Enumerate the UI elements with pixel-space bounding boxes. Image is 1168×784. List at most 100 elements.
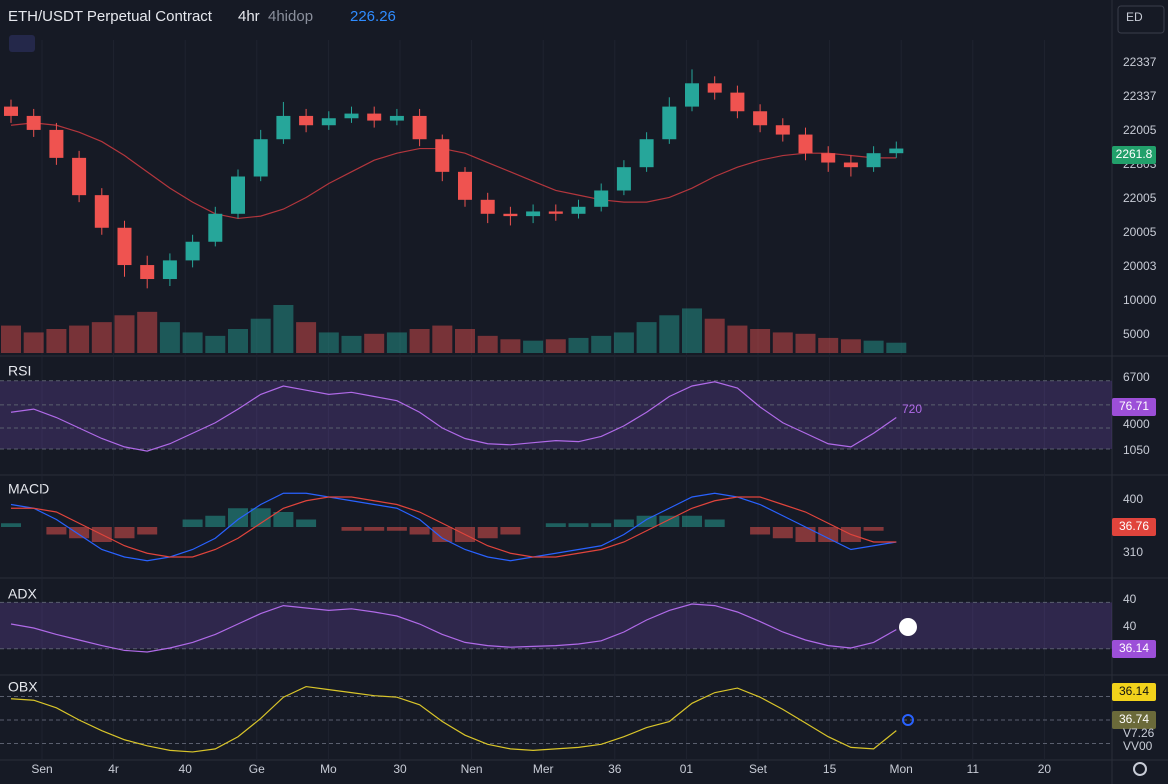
volume-bar bbox=[659, 315, 680, 353]
candle-body bbox=[389, 115, 404, 121]
date-label: Set bbox=[749, 762, 768, 776]
candle-body bbox=[662, 106, 677, 140]
interval[interactable]: 4hr bbox=[238, 8, 260, 25]
candle-body bbox=[707, 83, 722, 93]
level-band bbox=[0, 380, 1112, 449]
volume-bar bbox=[818, 337, 839, 353]
candle-body bbox=[344, 113, 359, 119]
volume-bar bbox=[205, 335, 226, 353]
macd-histogram bbox=[46, 527, 67, 535]
date-label: 15 bbox=[823, 762, 837, 776]
macd-histogram bbox=[818, 527, 839, 542]
volume-bar bbox=[273, 305, 294, 353]
volume-bar bbox=[250, 318, 271, 353]
macd-histogram bbox=[545, 523, 566, 527]
obx-line bbox=[10, 685, 897, 753]
volume-bar bbox=[613, 332, 634, 353]
volume-bar bbox=[114, 315, 135, 353]
date-label: 11 bbox=[967, 762, 980, 776]
macd-histogram bbox=[114, 527, 135, 539]
macd-histogram bbox=[568, 523, 589, 527]
panel-label: OBX bbox=[8, 679, 38, 695]
level-band bbox=[0, 602, 1112, 649]
volume-bar bbox=[545, 339, 566, 353]
moving-average bbox=[10, 122, 897, 220]
axis-label: 310 bbox=[1123, 545, 1143, 559]
adx-line bbox=[10, 603, 897, 653]
candle-body bbox=[140, 265, 155, 280]
macd-histogram bbox=[341, 527, 362, 531]
volume-bar bbox=[886, 342, 907, 353]
price-axis-label: 22337 bbox=[1123, 55, 1157, 69]
candle-body bbox=[231, 176, 245, 214]
panel-label: MACD bbox=[8, 481, 49, 497]
date-label: 01 bbox=[680, 762, 694, 776]
mode: 4hidop bbox=[268, 8, 313, 25]
macd-histogram bbox=[682, 515, 702, 527]
volume-bar bbox=[46, 329, 67, 353]
axis-label: 6700 bbox=[1123, 370, 1150, 384]
price-axis-label: 10000 bbox=[1123, 293, 1157, 307]
macd-histogram bbox=[636, 515, 657, 527]
candle-body bbox=[458, 171, 472, 200]
candle-body bbox=[299, 115, 314, 126]
date-label: 36 bbox=[608, 762, 622, 776]
rsi-end-label: 720 bbox=[902, 402, 922, 416]
axis-label: V7.26 bbox=[1123, 726, 1155, 740]
menu-button[interactable] bbox=[1117, 5, 1165, 34]
macd-histogram bbox=[69, 527, 90, 539]
price-axis-label: 20003 bbox=[1123, 259, 1157, 273]
macd-histogram bbox=[613, 519, 634, 527]
macd-histogram bbox=[364, 527, 385, 531]
volume-bar bbox=[386, 332, 407, 353]
volume-bar bbox=[795, 333, 816, 353]
signal-line bbox=[11, 496, 897, 558]
axis-label: 40 bbox=[1123, 592, 1137, 606]
price-axis-label: 22005 bbox=[1123, 191, 1157, 205]
macd-histogram bbox=[386, 527, 407, 531]
date-label: Mon bbox=[890, 762, 913, 776]
volume-bar bbox=[137, 311, 158, 353]
macd-histogram bbox=[432, 527, 453, 542]
candle-body bbox=[526, 211, 541, 217]
price-badge bbox=[1112, 683, 1156, 701]
candle-body bbox=[4, 106, 18, 116]
price-badge bbox=[1112, 398, 1156, 416]
date-label: 40 bbox=[179, 762, 193, 776]
macd-histogram bbox=[273, 512, 294, 527]
volume-bar bbox=[636, 322, 657, 353]
candle-body bbox=[594, 190, 609, 207]
candle-body bbox=[321, 118, 336, 126]
volume-bar bbox=[228, 329, 248, 353]
macd-histogram bbox=[205, 515, 226, 527]
candle-body bbox=[639, 139, 654, 168]
axis-label: VV00 bbox=[1123, 739, 1153, 753]
price-badge-label: 76.71 bbox=[1119, 399, 1149, 413]
candle-body bbox=[798, 134, 813, 154]
volume-bar bbox=[455, 329, 475, 353]
indicator-toggle[interactable] bbox=[9, 35, 35, 52]
menu-button-label[interactable]: ED bbox=[1126, 10, 1143, 24]
macd-histogram bbox=[477, 527, 498, 539]
date-label: 20 bbox=[1038, 762, 1052, 776]
price-axis-label: 22005 bbox=[1123, 123, 1157, 137]
volume-bar bbox=[159, 322, 180, 353]
candle-body bbox=[26, 115, 41, 130]
volume-bar bbox=[772, 332, 793, 353]
macd-histogram bbox=[750, 527, 771, 535]
price-badge-label: 36.14 bbox=[1119, 684, 1149, 698]
candle-body bbox=[72, 157, 87, 196]
symbol-title: ETH/USDT Perpetual Contract bbox=[8, 8, 213, 25]
candle-body bbox=[775, 125, 790, 135]
date-label: Nen bbox=[461, 762, 483, 776]
panel-borders bbox=[0, 355, 1168, 761]
price-axis-label: 20005 bbox=[1123, 225, 1157, 239]
volume-bar bbox=[432, 325, 453, 353]
candle-body bbox=[412, 115, 427, 140]
macd-histogram bbox=[1, 523, 21, 527]
volume-bar bbox=[863, 340, 884, 353]
settings-icon[interactable] bbox=[1133, 762, 1147, 776]
macd-histogram bbox=[409, 527, 430, 535]
price-badge-label: 36.74 bbox=[1119, 712, 1149, 726]
